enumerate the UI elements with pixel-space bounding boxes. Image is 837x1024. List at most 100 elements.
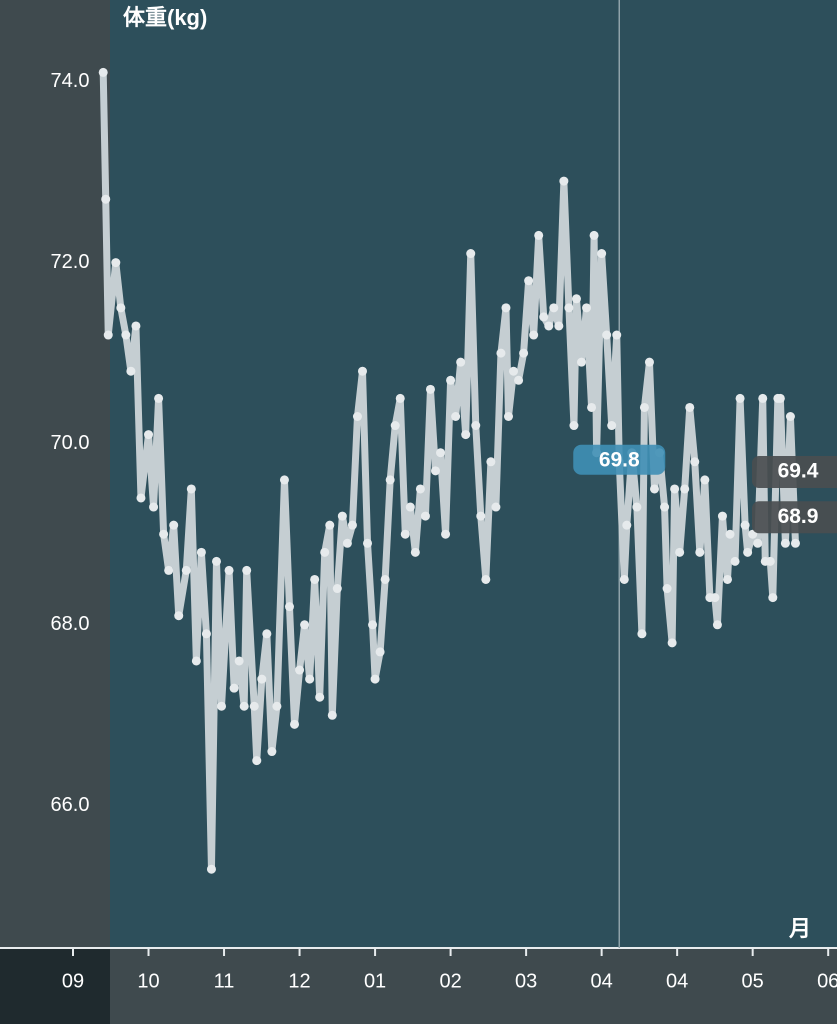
weight-point [539, 312, 549, 322]
weight-point [765, 556, 775, 566]
weight-point [111, 258, 121, 268]
weight-point [644, 357, 654, 367]
weight-point [121, 330, 131, 340]
weight-point [637, 629, 647, 639]
weight-point [602, 330, 612, 340]
weight-point [790, 538, 800, 548]
weight-point [501, 303, 511, 313]
weight-point [700, 475, 710, 485]
weight-point [441, 529, 451, 539]
weight-point [730, 556, 740, 566]
weight-point [420, 511, 430, 521]
weight-point [576, 357, 586, 367]
x-tick-label: 10 [137, 970, 159, 992]
weight-point [486, 457, 496, 467]
weight-point [544, 321, 554, 331]
weight-point [758, 393, 768, 403]
weight-point [436, 448, 446, 458]
weight-point [320, 547, 330, 557]
x-tick-label: 09 [62, 970, 84, 992]
weight-point [252, 756, 262, 766]
weight-point [191, 656, 201, 666]
side-label: 68.9 [778, 505, 819, 528]
weight-point [619, 574, 629, 584]
side-label-box [752, 501, 837, 534]
weight-point [224, 565, 234, 575]
weight-point [357, 366, 367, 376]
weight-point [509, 366, 519, 376]
weight-point [607, 421, 617, 431]
weight-point [632, 502, 642, 512]
weight-point [400, 529, 410, 539]
y-tick-label: 66.0 [51, 794, 90, 816]
weight-point [186, 484, 196, 494]
weight-point [201, 629, 211, 639]
weight-point [284, 602, 294, 612]
weight-point [325, 520, 335, 530]
weight-point [337, 511, 347, 521]
x-tick-label: 06 [817, 970, 837, 992]
y-tick-label: 70.0 [51, 432, 90, 454]
weight-point [196, 547, 206, 557]
weight-point [315, 692, 325, 702]
y-tick-label: 68.0 [51, 613, 90, 635]
weight-point [722, 574, 732, 584]
weight-point [685, 402, 695, 412]
weight-point [582, 303, 592, 313]
x-tick-label: 04 [591, 970, 613, 992]
weight-point [491, 502, 501, 512]
weight-point [675, 547, 685, 557]
weight-point [249, 701, 259, 711]
weight-point [217, 701, 227, 711]
weight-point [680, 484, 690, 494]
axis-panel [110, 948, 837, 1024]
weight-point [785, 412, 795, 422]
weight-point [446, 375, 456, 385]
weight-point [622, 520, 632, 530]
weight-point [131, 321, 141, 331]
weight-point [181, 565, 191, 575]
x-tick-label: 04 [666, 970, 688, 992]
y-tick-label: 72.0 [51, 251, 90, 273]
weight-point [768, 593, 778, 603]
chart-title: 体重(kg) [123, 5, 207, 30]
weight-point [690, 457, 700, 467]
x-tick-label: 12 [288, 970, 310, 992]
weight-point [169, 520, 179, 530]
weight-point [476, 511, 486, 521]
weight-point [154, 393, 164, 403]
weight-point [639, 402, 649, 412]
weight-point [380, 574, 390, 584]
weight-point [211, 556, 221, 566]
weight-point [667, 638, 677, 648]
weight-point [529, 330, 539, 340]
x-axis-label: 月 [788, 916, 811, 941]
weight-point [234, 656, 244, 666]
weight-point [564, 303, 574, 313]
weight-point [159, 529, 169, 539]
weight-point [262, 629, 272, 639]
weight-point [126, 366, 136, 376]
weight-point [368, 620, 378, 630]
weight-point [375, 647, 385, 657]
weight-point [206, 864, 216, 874]
x-tick-label: 02 [439, 970, 461, 992]
weight-point [549, 303, 559, 313]
weight-point [735, 393, 745, 403]
weight-point [496, 348, 506, 358]
weight-point [279, 475, 289, 485]
weight-point [410, 547, 420, 557]
weight-point [405, 502, 415, 512]
weight-point [164, 565, 174, 575]
weight-point [385, 475, 395, 485]
weight-point [229, 683, 239, 693]
weight-point [305, 674, 315, 684]
weight-point [481, 574, 491, 584]
weight-line [99, 68, 799, 873]
weight-point [597, 249, 607, 259]
weight-point [717, 511, 727, 521]
weight-point [239, 701, 249, 711]
weight-point [461, 430, 471, 440]
side-label-box [752, 455, 837, 488]
weight-point [649, 484, 659, 494]
